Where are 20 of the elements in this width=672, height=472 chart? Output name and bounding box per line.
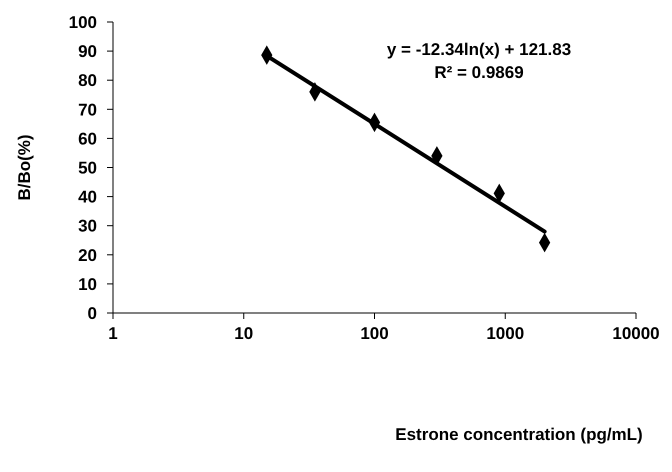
x-tick-label: 1000 xyxy=(486,324,524,343)
x-tick-label: 100 xyxy=(360,324,389,343)
y-tick-label: 60 xyxy=(78,129,97,148)
annotation: y = -12.34ln(x) + 121.83 xyxy=(386,40,572,59)
y-tick-label: 100 xyxy=(68,12,97,32)
y-tick-label: 40 xyxy=(78,188,97,207)
y-tick-label: 50 xyxy=(78,158,97,178)
y-tick-label: 70 xyxy=(78,100,97,120)
y-tick-label: 80 xyxy=(78,71,97,90)
x-tick-label: 10000 xyxy=(612,324,660,343)
y-axis-title: B/Bo(%) xyxy=(15,134,34,201)
y-tick-label: 0 xyxy=(88,304,97,323)
x-axis-title: Estrone concentration (pg/mL) xyxy=(395,425,643,444)
y-tick-label: 90 xyxy=(78,42,97,62)
y-tick-label: 30 xyxy=(78,216,97,236)
x-tick-label: 10 xyxy=(234,324,254,343)
y-tick-label: 10 xyxy=(78,274,97,294)
x-tick-label: 1 xyxy=(108,324,118,343)
annotation: R² = 0.9869 xyxy=(434,63,524,82)
y-tick-label: 20 xyxy=(78,246,97,265)
